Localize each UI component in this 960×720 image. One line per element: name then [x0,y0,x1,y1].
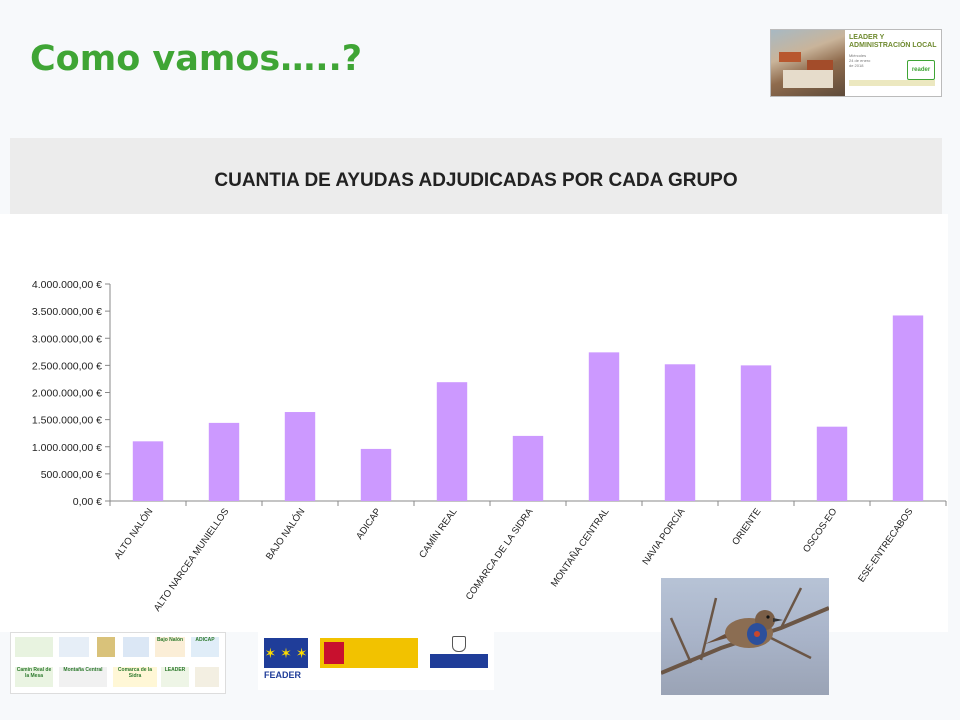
bajo-nalon-logo: Bajo Nalón [155,637,185,657]
leader-logo: LEADER [161,667,189,687]
bar [664,364,696,501]
x-category-label: OSCOS-EO [801,506,839,554]
bar [512,435,544,501]
x-category-label: COMARCA DE LA SIDRA [464,506,536,602]
village-photo [771,30,845,96]
partner-logo [195,667,219,687]
eu-flag-icon: ✶ ✶ ✶ [264,638,308,668]
y-tick-label: 4.000.000,00 € [32,279,102,291]
banner-logo-strip [849,80,935,86]
partner-logos-left: Bajo Nalón ADICAP Camín Real de la Mesa … [10,632,226,694]
x-category-label: BAJO NALÓN [264,506,308,562]
navia-logo [97,637,115,657]
banner-title: LEADER Y ADMINISTRACIÓN LOCAL [849,34,937,49]
ceder-logo [15,637,53,657]
y-tick-label: 2.000.000,00 € [32,388,102,400]
x-category-label: ADICAP [354,506,383,541]
x-category-label: CAMÍN REAL [417,506,459,560]
bar [436,382,468,501]
bluethroat-bird-photo [661,578,829,695]
comarca-sidra-logo: Comarca de la Sidra [113,667,157,687]
institutional-logos: ✶ ✶ ✶ FEADER [258,632,494,690]
slide-title: Como vamos…..? [30,39,363,79]
bar [208,422,240,501]
y-tick-label: 3.000.000,00 € [32,333,102,345]
y-tick-label: 3.500.000,00 € [32,306,102,318]
x-category-label: ORIENTE [730,506,763,547]
cemer-logo [59,637,89,657]
camin-real-logo: Camín Real de la Mesa [15,667,53,687]
chart-title: CUANTIA DE AYUDAS ADJUDICADAS POR CADA G… [214,170,738,191]
bar [816,426,848,501]
bird-illustration [661,587,829,675]
oscos-logo [123,637,149,657]
montana-central-logo: Montaña Central [59,667,107,687]
ministry-logo [320,638,418,668]
y-tick-label: 2.500.000,00 € [32,360,102,372]
chart-title-panel: CUANTIA DE AYUDAS ADJUDICADAS POR CADA G… [10,138,942,214]
event-banner-image: LEADER Y ADMINISTRACIÓN LOCAL Miércoles … [770,29,942,97]
y-tick-label: 0,00 € [73,496,102,508]
bar [132,441,164,501]
x-category-label: ALTO NARCEA MUNIELLOS [152,506,232,613]
x-category-label: ESE-ENTRECABOS [856,506,915,584]
bar [892,315,924,501]
feader-label: FEADER [264,670,302,680]
bar [360,448,392,501]
asturias-crest-icon [452,636,466,652]
x-category-label: MONTAÑA CENTRAL [549,506,612,589]
x-category-label: ALTO NALÓN [112,506,155,561]
y-tick-label: 500.000,00 € [41,469,102,481]
banner-subtitle: Miércoles 24 de enero de 2018 [849,53,871,68]
x-category-label: NAVIA PORCÍA [640,506,687,567]
y-tick-label: 1.000.000,00 € [32,442,102,454]
chart-area: 0,00 € 500.000,00 € 1.000.000,00 € 1.500.00… [0,214,948,632]
bar-chart: 0,00 € 500.000,00 € 1.000.000,00 € 1.500.00… [32,279,947,614]
adicap-logo: ADICAP [191,637,219,657]
y-tick-label: 1.500.000,00 € [32,415,102,427]
bar [588,352,620,501]
asturias-government-logo [428,636,490,676]
reader-logo: reader [907,60,935,80]
bar [284,412,316,501]
bar [740,365,772,501]
spain-shield-icon [324,642,344,664]
